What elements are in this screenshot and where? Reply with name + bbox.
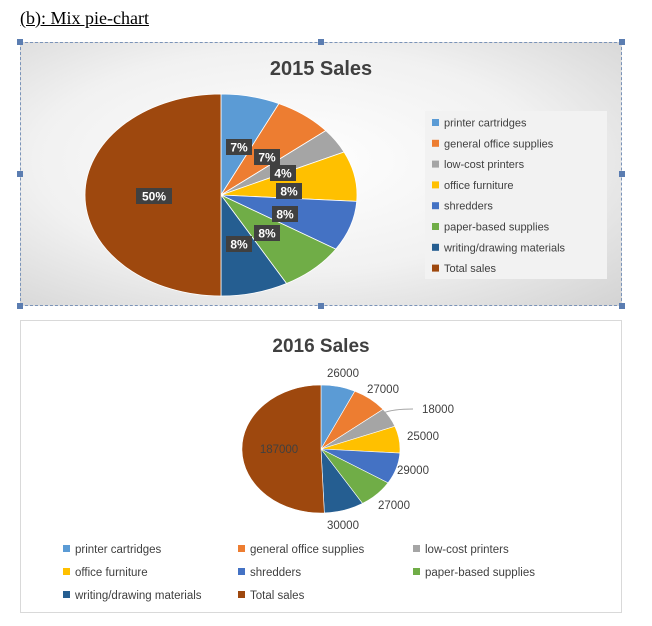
pie-slice-2016-total-sales[interactable]: [241, 384, 325, 514]
chart-2016-svg: 2016 Sales 26000 27000 18000 25000 29000 27000…: [63, 336, 535, 602]
svg-text:writing/drawing materials: writing/drawing materials: [74, 590, 202, 602]
svg-text:paper-based supplies: paper-based supplies: [444, 222, 550, 234]
svg-text:4%: 4%: [274, 167, 292, 181]
data-label-2016-writing-drawing-materials: 30000: [327, 520, 359, 532]
svg-text:shredders: shredders: [444, 201, 493, 213]
svg-text:shredders: shredders: [250, 567, 301, 579]
resize-handle-middle-right[interactable]: [619, 171, 625, 177]
data-label-2015-paper-based-supplies: 8%: [254, 225, 280, 241]
resize-handle-bottom-right[interactable]: [619, 303, 625, 309]
legend-2015-item-shredders: shredders: [432, 201, 493, 213]
legend-2016-item-shredders: shredders: [238, 567, 301, 579]
data-label-2016-general-office-supplies: 27000: [367, 384, 399, 396]
svg-text:7%: 7%: [258, 151, 276, 165]
resize-handle-bottom-left[interactable]: [17, 303, 23, 309]
legend-2015-item-office-furniture: office furniture: [432, 180, 514, 192]
legend-2016-item-paper-based-supplies: paper-based supplies: [413, 567, 535, 579]
data-label-2015-shredders: 8%: [272, 206, 298, 222]
chart-2016-title: 2016 Sales: [272, 336, 369, 357]
legend-2016-item-office-furniture: office furniture: [63, 567, 148, 579]
svg-text:general office supplies: general office supplies: [444, 138, 554, 150]
svg-text:writing/drawing materials: writing/drawing materials: [443, 242, 566, 254]
chart-2016-container[interactable]: 2016 Sales 26000 27000 18000 25000 29000 27000…: [20, 320, 622, 613]
legend-2015-item-low-cost-printers: low-cost printers: [432, 159, 525, 171]
legend-2016-item-general-office-supplies: general office supplies: [238, 544, 364, 556]
resize-handle-top-left[interactable]: [17, 39, 23, 45]
data-label-2016-shredders: 29000: [397, 465, 429, 477]
legend-2015-item-total-sales: Total sales: [432, 263, 496, 275]
legend-2015-item-writing-drawing-materials: writing/drawing materials: [432, 242, 566, 254]
legend-2016-item-low-cost-printers: low-cost printers: [413, 544, 509, 556]
data-label-2016-low-cost-printers: 18000: [422, 404, 454, 416]
svg-text:general office supplies: general office supplies: [250, 544, 364, 556]
svg-text:paper-based supplies: paper-based supplies: [425, 567, 535, 579]
data-label-2015-writing-drawing-materials: 8%: [226, 236, 252, 252]
leader-line-low-cost-printers: [382, 408, 414, 414]
legend-2015-background: [425, 111, 607, 279]
svg-text:office furniture: office furniture: [75, 567, 148, 579]
svg-text:50%: 50%: [142, 190, 166, 204]
data-label-2015-total-sales: 50%: [136, 188, 172, 204]
svg-text:8%: 8%: [280, 185, 298, 199]
svg-text:8%: 8%: [230, 238, 248, 252]
data-label-2016-printer-cartridges: 26000: [327, 368, 359, 380]
svg-text:printer cartridges: printer cartridges: [444, 118, 527, 130]
svg-text:low-cost printers: low-cost printers: [444, 159, 525, 171]
data-label-2015-general-office-supplies: 7%: [254, 149, 280, 165]
resize-handle-top-right[interactable]: [619, 39, 625, 45]
data-label-2015-printer-cartridges: 7%: [226, 139, 252, 155]
legend-2015-item-general-office-supplies: general office supplies: [432, 138, 554, 150]
svg-text:8%: 8%: [276, 208, 294, 222]
data-label-2015-office-furniture: 8%: [276, 183, 302, 199]
svg-text:8%: 8%: [258, 227, 276, 241]
chart-2015-container[interactable]: 2015 Sales 7% 7% 4% 8% 8% 8% 8% 50% printer cartr…: [17, 39, 625, 309]
svg-text:Total sales: Total sales: [250, 590, 305, 602]
legend-2016-item-total-sales: Total sales: [238, 590, 305, 602]
resize-handle-bottom-center[interactable]: [318, 303, 324, 309]
legend-2016-item-printer-cartridges: printer cartridges: [63, 544, 162, 556]
svg-text:printer cartridges: printer cartridges: [75, 544, 162, 556]
data-label-2016-paper-based-supplies: 27000: [378, 500, 410, 512]
chart-2015-title: 2015 Sales: [270, 58, 372, 80]
legend-2016-item-writing-drawing-materials: writing/drawing materials: [63, 590, 202, 602]
legend-2015-item-paper-based-supplies: paper-based supplies: [432, 222, 550, 234]
svg-text:low-cost printers: low-cost printers: [425, 544, 509, 556]
data-label-2016-total-sales: 187000: [260, 444, 298, 456]
svg-text:office furniture: office furniture: [444, 180, 514, 192]
figure-caption: (b): Mix pie-chart: [20, 8, 149, 28]
svg-text:Total sales: Total sales: [444, 263, 496, 275]
data-label-2016-office-furniture: 25000: [407, 431, 439, 443]
resize-handle-top-center[interactable]: [318, 39, 324, 45]
svg-text:7%: 7%: [230, 141, 248, 155]
data-label-2015-low-cost-printers: 4%: [270, 165, 296, 181]
legend-2015-item-printer-cartridges: printer cartridges: [432, 118, 527, 130]
resize-handle-middle-left[interactable]: [17, 171, 23, 177]
